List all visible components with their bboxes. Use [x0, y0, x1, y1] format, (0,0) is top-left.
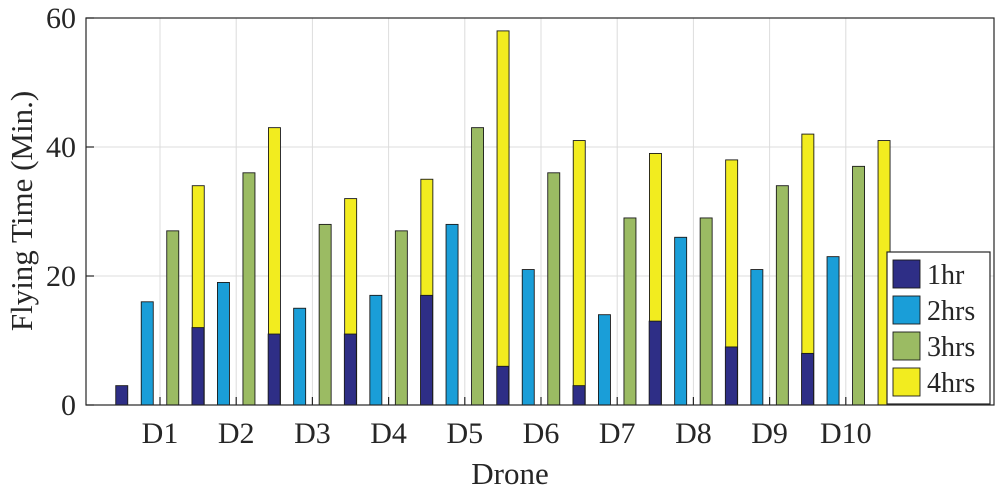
bar-2hrs-D2 [216, 282, 230, 406]
x-tick-label: D10 [820, 417, 872, 450]
bar-3hrs-D10 [852, 165, 865, 406]
bar-2hrs-D9 [750, 269, 764, 406]
x-tick-label: D4 [370, 417, 407, 450]
legend: 1hr 2hrs 3hrs 4hrs [886, 251, 991, 405]
bar-3hrs-D4 [394, 230, 408, 406]
bar-1hr-D4 [343, 333, 357, 406]
bar-3hrs-D6 [547, 172, 561, 406]
bar-1hr-D8 [648, 320, 662, 406]
plot-frame [85, 17, 995, 406]
bar-3hrs-D7 [623, 217, 637, 406]
bars [115, 30, 891, 406]
bar-2hrs-D3 [293, 307, 307, 406]
legend-label: 4hrs [927, 368, 975, 399]
legend-swatch-2hrs [892, 295, 921, 325]
x-axis-ticks: D1 D2 D3 D4 D5 D6 D7 D8 D9 D10 [142, 397, 872, 450]
bar-3hrs-D3 [318, 223, 332, 406]
grid [86, 18, 994, 405]
bar-2hrs-D1 [140, 301, 154, 406]
legend-swatch-3hrs [892, 331, 921, 361]
bar-1hr-D5 [420, 294, 433, 406]
y-tick-label: 40 [46, 131, 76, 164]
bar-1hr-D1 [115, 385, 129, 406]
x-tick-label: D5 [446, 417, 483, 450]
bar-2hrs-D5 [445, 223, 459, 406]
bar-1hr-D3 [267, 333, 281, 406]
bar-3hrs-D2 [242, 172, 256, 406]
bar-2hrs-D8 [674, 236, 688, 406]
y-axis-ticks: 0 20 40 60 [46, 2, 94, 422]
bar-2hrs-D4 [369, 294, 383, 406]
bar-4hrs-D6 [572, 140, 586, 406]
bar-2hrs-D10 [826, 256, 840, 406]
bar-1hr-D10 [801, 352, 814, 406]
y-tick-label: 20 [46, 260, 76, 293]
y-tick-label: 0 [61, 389, 76, 422]
bar-2hrs-D7 [598, 314, 611, 406]
bar-2hrs-D6 [521, 269, 535, 406]
bar-1hr-D7 [572, 385, 586, 406]
legend-swatch-4hrs [892, 367, 921, 397]
bar-3hrs-D8 [699, 217, 713, 406]
legend-label: 3hrs [927, 332, 975, 363]
x-tick-label: D8 [675, 417, 712, 450]
y-tick-label: 60 [46, 2, 76, 35]
legend-label: 2hrs [927, 296, 975, 327]
x-tick-label: D9 [751, 417, 788, 450]
y-axis-label: Flying Time (Min.) [4, 91, 39, 331]
x-tick-label: D1 [142, 417, 179, 450]
bar-3hrs-D9 [775, 185, 789, 406]
x-tick-label: D3 [294, 417, 331, 450]
x-axis-label: Drone [471, 456, 548, 491]
bar-1hr-D6 [496, 365, 510, 406]
bar-3hrs-D5 [471, 127, 484, 406]
bar-1hr-D9 [724, 346, 738, 406]
legend-swatch-1hr [892, 259, 921, 289]
x-tick-label: D6 [523, 417, 560, 450]
legend-label: 1hr [927, 260, 965, 291]
x-tick-label: D7 [599, 417, 636, 450]
bar-3hrs-D1 [166, 230, 180, 406]
x-tick-label: D2 [218, 417, 255, 450]
bar-4hrs-D5 [496, 30, 510, 406]
bar-1hr-D2 [191, 327, 205, 406]
